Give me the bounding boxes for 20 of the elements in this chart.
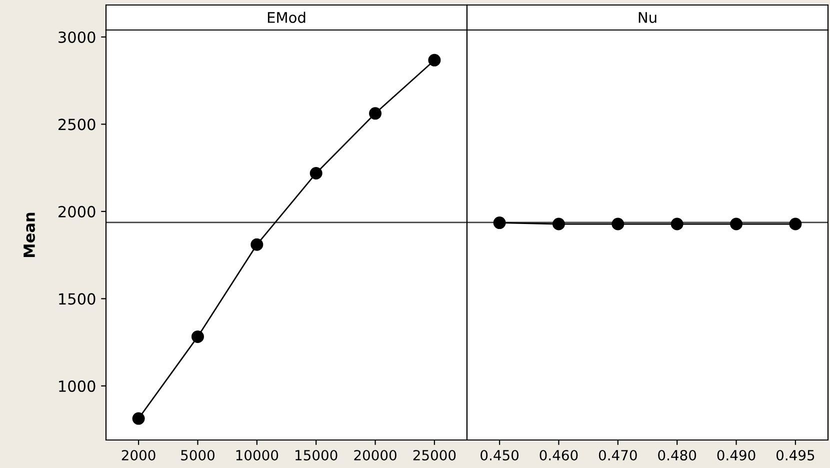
x-tick-label: 2000 xyxy=(122,450,156,460)
x-tick-label: 0.490 xyxy=(717,450,756,460)
x-tick-label: 25000 xyxy=(413,450,456,460)
y-tick-label: 1000 xyxy=(59,380,96,392)
y-tick-label: 2500 xyxy=(58,118,96,130)
x-tick-label: 0.495 xyxy=(776,450,814,460)
x-tick-label: 0.480 xyxy=(658,450,696,460)
x-tick-label: 10000 xyxy=(236,450,278,460)
chart-title: EMod xyxy=(268,12,306,23)
y-axis-title: Mean xyxy=(24,212,35,257)
y-tick-label: 1500 xyxy=(59,293,96,305)
x-tick-label: 0.450 xyxy=(480,450,519,460)
y-tick-label: 3000 xyxy=(58,31,96,43)
chart-title: Nu xyxy=(638,12,656,23)
x-tick-label: 0.460 xyxy=(540,450,578,460)
x-tick-label: 0.470 xyxy=(598,450,637,460)
x-tick-label: 20000 xyxy=(354,450,396,460)
x-tick-label: 5000 xyxy=(181,450,214,460)
y-tick-label: 2000 xyxy=(58,206,96,218)
x-tick-label: 15000 xyxy=(296,450,338,460)
